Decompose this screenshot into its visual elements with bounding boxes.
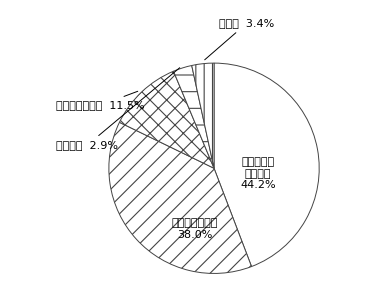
Text: 障害に起因
する年金
44.2%: 障害に起因 する年金 44.2% bbox=[240, 157, 276, 190]
Wedge shape bbox=[173, 66, 214, 168]
Text: 受給していない  11.5%: 受給していない 11.5% bbox=[56, 91, 145, 110]
Text: 無回答  3.4%: 無回答 3.4% bbox=[205, 18, 274, 60]
Text: 遺族年金  2.9%: 遺族年金 2.9% bbox=[56, 68, 180, 150]
Wedge shape bbox=[214, 63, 319, 267]
Wedge shape bbox=[109, 122, 252, 274]
Wedge shape bbox=[119, 71, 214, 168]
Text: 老齢による年金
38.0%: 老齢による年金 38.0% bbox=[172, 218, 218, 240]
Wedge shape bbox=[192, 63, 214, 168]
